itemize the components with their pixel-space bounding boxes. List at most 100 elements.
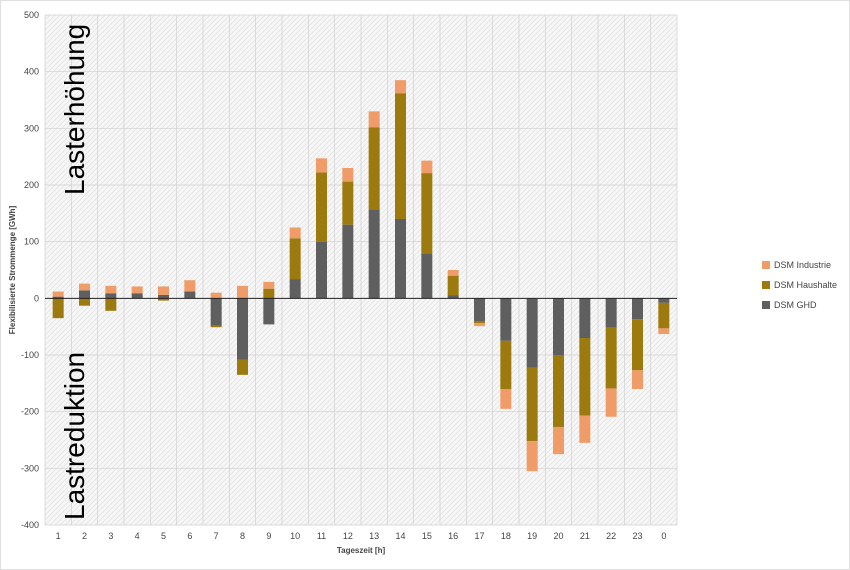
bar-segment: [605, 298, 617, 328]
x-tick-label: 18: [501, 531, 511, 541]
bar-segment: [289, 279, 301, 299]
x-tick-label: 11: [317, 531, 326, 541]
x-tick-label: 5: [161, 531, 166, 541]
bar-segment: [658, 328, 670, 335]
y-tick-label: 100: [24, 237, 39, 247]
bar-segment: [184, 280, 196, 292]
x-tick-label: 22: [606, 531, 616, 541]
bar-segment: [447, 275, 459, 296]
legend-label: DSM GHD: [774, 300, 817, 310]
bar-segment: [368, 111, 380, 128]
bar-segment: [263, 281, 275, 289]
bar-segment: [500, 340, 512, 389]
x-tick-label: 0: [661, 531, 666, 541]
bar-segment: [105, 293, 117, 299]
bar-segment: [447, 270, 459, 276]
bar-segment: [52, 298, 64, 319]
bar-segment: [237, 285, 248, 299]
bar-segment: [421, 160, 433, 174]
bar-segment: [342, 181, 354, 225]
bar-segment: [632, 298, 643, 320]
bar-segment: [342, 168, 354, 182]
bar-segment: [210, 292, 222, 299]
bar-segment: [289, 227, 301, 239]
bar-segment: [553, 298, 564, 355]
bar-segment: [474, 321, 485, 324]
bar-segment: [605, 327, 617, 389]
bar-segment: [263, 288, 275, 299]
y-tick-label: 500: [24, 10, 39, 20]
bars: [52, 80, 670, 472]
bar-segment: [105, 285, 117, 294]
bar-segment: [158, 298, 169, 301]
bar-segment: [263, 298, 275, 325]
annotation-lastreduktion: Lastreduktion: [59, 352, 90, 520]
bar-segment: [579, 298, 591, 338]
x-tick-label: 19: [527, 531, 537, 541]
bar-segment: [526, 367, 538, 442]
x-tick-label: 4: [135, 531, 140, 541]
bar-segment: [579, 415, 591, 443]
bar-segment: [579, 338, 591, 416]
legend-swatch: [762, 281, 770, 289]
x-tick-label: 21: [580, 531, 590, 541]
bar-segment: [79, 290, 90, 299]
bar-segment: [395, 219, 406, 299]
x-tick-label: 20: [553, 531, 563, 541]
bar-segment: [52, 296, 64, 299]
y-tick-labels: 500 400 300 200 100 0 -100 -200 -300 -400: [21, 10, 39, 530]
bar-segment: [368, 127, 380, 210]
legend-label: DSM Haushalte: [774, 280, 837, 290]
bar-segment: [316, 241, 327, 299]
bar-segment: [553, 426, 564, 455]
bar-segment: [237, 298, 248, 360]
y-tick-label: -300: [21, 463, 39, 473]
bar-segment: [316, 158, 327, 173]
bar-segment: [500, 298, 512, 341]
x-tick-label: 1: [56, 531, 61, 541]
bar-segment: [526, 441, 538, 472]
bar-segment: [79, 298, 90, 306]
x-tick-label: 3: [108, 531, 113, 541]
x-axis-title: Tageszeit [h]: [337, 546, 386, 555]
bar-segment: [131, 286, 143, 294]
x-tick-label: 9: [266, 531, 271, 541]
x-tick-label: 12: [343, 531, 353, 541]
bar-segment: [79, 283, 90, 291]
x-tick-label: 16: [448, 531, 458, 541]
legend-swatch: [762, 301, 770, 309]
bar-segment: [131, 293, 143, 299]
y-tick-label: 300: [24, 123, 39, 133]
bar-segment: [395, 93, 406, 219]
y-tick-label: -100: [21, 350, 39, 360]
bar-segment: [605, 388, 617, 417]
x-tick-label: 13: [369, 531, 379, 541]
bar-segment: [210, 325, 222, 328]
bar-segment: [526, 298, 538, 368]
bar-segment: [105, 298, 117, 311]
x-tick-label: 2: [82, 531, 87, 541]
bar-segment: [395, 80, 406, 94]
x-tick-label: 8: [240, 531, 245, 541]
bar-segment: [553, 355, 564, 427]
x-tick-label: 14: [395, 531, 405, 541]
x-tick-label: 6: [187, 531, 192, 541]
bar-segment: [632, 319, 643, 371]
bar-segment: [342, 224, 354, 299]
bar-segment: [421, 253, 433, 299]
bar-segment: [474, 298, 485, 321]
bar-segment: [421, 173, 433, 254]
bar-segment: [52, 291, 64, 297]
y-tick-label: -200: [21, 407, 39, 417]
y-axis-title: Flexibilisierte Strommenge [GWh]: [8, 205, 17, 334]
x-tick-label: 15: [422, 531, 432, 541]
bar-segment: [500, 389, 512, 409]
x-tick-label: 17: [474, 531, 484, 541]
x-tick-labels: 1 2 3 4 5 6 7 8 9 10 11 12 13 14 15 16 17 18 19 20 21 22 23 0: [56, 531, 667, 541]
legend-swatch: [762, 261, 770, 269]
bar-segment: [474, 323, 485, 327]
bar-segment: [158, 286, 169, 295]
bar-segment: [158, 294, 169, 299]
